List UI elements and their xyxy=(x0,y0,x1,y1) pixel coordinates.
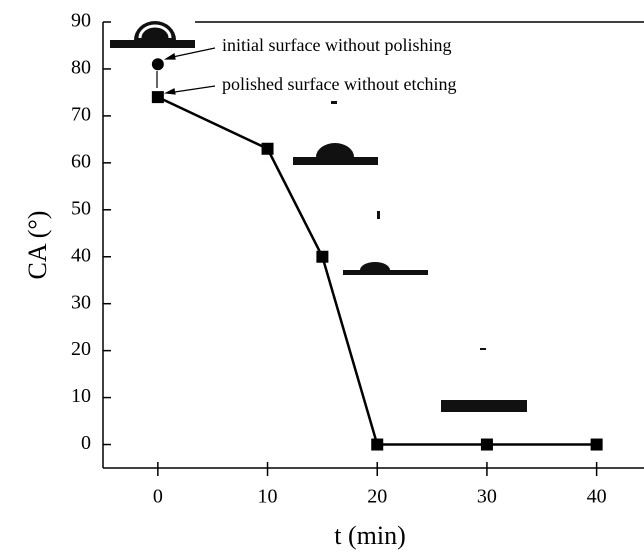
marker xyxy=(316,250,329,263)
marker xyxy=(151,91,164,104)
y-tick-label: 90 xyxy=(71,10,91,32)
marker xyxy=(371,438,384,451)
y-tick-label: 50 xyxy=(71,197,91,219)
marker xyxy=(151,58,164,71)
y-tick-label: 30 xyxy=(71,291,91,313)
y-tick-label: 40 xyxy=(71,244,91,266)
y-tick-label: 0 xyxy=(81,432,91,454)
y-tick-label: 60 xyxy=(71,150,91,172)
droplet-images xyxy=(110,21,527,412)
x-tick-label: 0 xyxy=(153,486,163,508)
y-tick-label: 20 xyxy=(71,338,91,360)
y-tick-label: 80 xyxy=(71,57,91,79)
line xyxy=(157,95,597,446)
x-axis-label: t (min) xyxy=(334,521,406,550)
annotation: polished surface without etching xyxy=(222,74,456,94)
x-tick-label: 30 xyxy=(477,486,497,508)
y-axis-label: CA (°) xyxy=(23,211,52,280)
y-tick-label: 70 xyxy=(71,103,91,125)
marker xyxy=(480,438,493,451)
annotation-arrows xyxy=(156,47,216,95)
y-tick-label: 10 xyxy=(71,385,91,407)
x-tick-label: 40 xyxy=(587,486,607,508)
marker xyxy=(261,142,274,155)
x-tick-label: 10 xyxy=(258,486,278,508)
marker xyxy=(590,438,603,451)
annotation: initial surface without polishing xyxy=(222,35,451,55)
x-tick-label: 20 xyxy=(367,486,387,508)
